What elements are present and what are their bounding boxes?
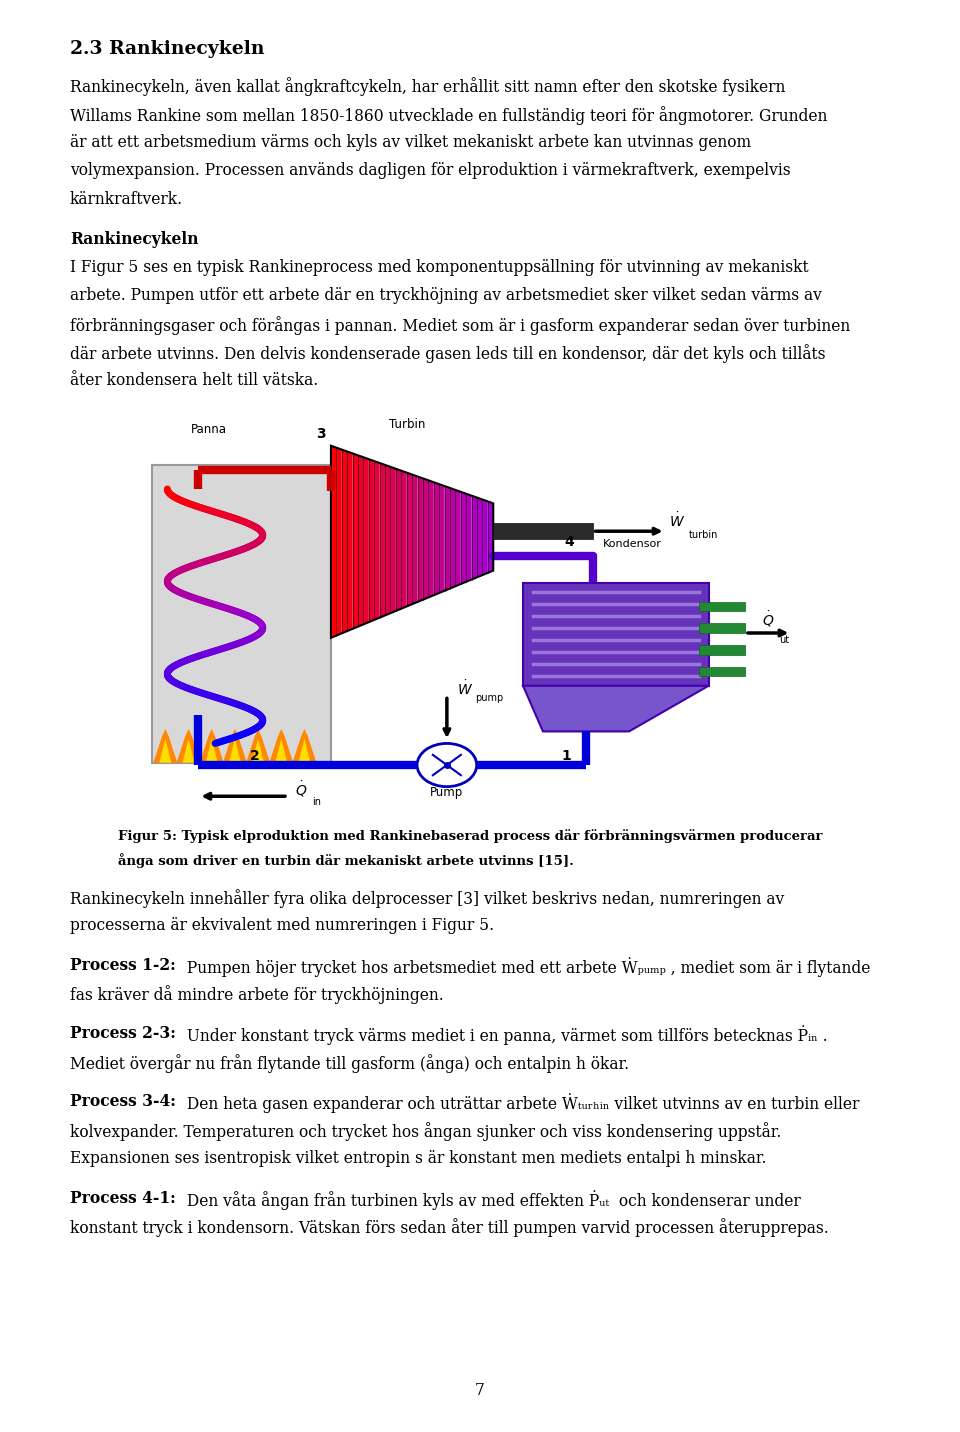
Polygon shape bbox=[379, 463, 385, 617]
Text: 3: 3 bbox=[316, 427, 325, 441]
Polygon shape bbox=[418, 477, 423, 601]
Polygon shape bbox=[223, 729, 247, 763]
Bar bbox=[699, 644, 745, 654]
Text: Figur 5: Typisk elproduktion med Rankinebaserad process där förbränningsvärmen p: Figur 5: Typisk elproduktion med Rankine… bbox=[118, 829, 823, 843]
Text: processerna är ekvivalent med numreringen i Figur 5.: processerna är ekvivalent med numreringe… bbox=[70, 918, 494, 934]
Polygon shape bbox=[369, 460, 374, 621]
Text: Turbin: Turbin bbox=[389, 418, 425, 431]
Polygon shape bbox=[159, 739, 171, 763]
Text: volymexpansion. Processen används dagligen för elproduktion i värmekraftverk, ex: volymexpansion. Processen används daglig… bbox=[70, 162, 791, 179]
Polygon shape bbox=[200, 729, 224, 763]
Polygon shape bbox=[154, 729, 178, 763]
Text: 1: 1 bbox=[562, 749, 571, 763]
Text: 2.3 Rankinecykeln: 2.3 Rankinecykeln bbox=[70, 40, 265, 59]
Polygon shape bbox=[471, 495, 477, 580]
Text: Willams Rankine som mellan 1850-1860 utvecklade en fullständig teori för ångmoto: Willams Rankine som mellan 1850-1860 utv… bbox=[70, 106, 828, 125]
Bar bbox=[523, 583, 708, 686]
Text: åter kondensera helt till vätska.: åter kondensera helt till vätska. bbox=[70, 372, 319, 390]
Polygon shape bbox=[358, 455, 364, 627]
Text: 2: 2 bbox=[250, 749, 259, 763]
Text: $\dot{Q}$: $\dot{Q}$ bbox=[761, 610, 774, 630]
Polygon shape bbox=[385, 465, 391, 616]
Text: 4: 4 bbox=[564, 536, 574, 548]
Polygon shape bbox=[228, 739, 241, 763]
Polygon shape bbox=[396, 468, 401, 611]
Text: Process 3-4:: Process 3-4: bbox=[70, 1094, 176, 1110]
Polygon shape bbox=[246, 729, 270, 763]
Polygon shape bbox=[205, 739, 218, 763]
Text: turbin: turbin bbox=[688, 530, 718, 540]
Text: arbete. Pumpen utför ett arbete där en tryckhöjning av arbetsmediet sker vilket : arbete. Pumpen utför ett arbete där en t… bbox=[70, 288, 822, 304]
Text: Pumpen höjer trycket hos arbetsmediet med ett arbete Ẇₚᵤₘₚ , mediet som är i fly: Pumpen höjer trycket hos arbetsmediet me… bbox=[182, 957, 871, 977]
Polygon shape bbox=[407, 473, 412, 606]
Polygon shape bbox=[434, 483, 439, 596]
Polygon shape bbox=[423, 478, 428, 600]
Text: $\dot{Q}$: $\dot{Q}$ bbox=[295, 779, 307, 799]
Polygon shape bbox=[352, 454, 358, 629]
Text: Under konstant tryck värms mediet i en panna, värmet som tillförs betecknas Ṗᵢₙ : Under konstant tryck värms mediet i en p… bbox=[182, 1025, 828, 1045]
Polygon shape bbox=[336, 448, 342, 636]
Text: Mediet övergår nu från flytande till gasform (ånga) och entalpin h ökar.: Mediet övergår nu från flytande till gas… bbox=[70, 1054, 629, 1073]
Text: Rankinecykeln innehåller fyra olika delprocesser [3] vilket beskrivs nedan, numr: Rankinecykeln innehåller fyra olika delp… bbox=[70, 889, 784, 908]
Text: Den heta gasen expanderar och uträttar arbete Ẇₜᵤᵣₕᵢₙ vilket utvinns av en turbi: Den heta gasen expanderar och uträttar a… bbox=[182, 1094, 860, 1114]
Text: Pump: Pump bbox=[430, 786, 464, 799]
Polygon shape bbox=[428, 480, 434, 597]
Bar bbox=[152, 465, 331, 763]
Polygon shape bbox=[252, 739, 264, 763]
Polygon shape bbox=[299, 739, 310, 763]
Polygon shape bbox=[412, 474, 418, 604]
Polygon shape bbox=[488, 501, 493, 573]
Text: kolvexpander. Temperaturen och trycket hos ångan sjunker och viss kondensering u: kolvexpander. Temperaturen och trycket h… bbox=[70, 1121, 781, 1141]
Text: Panna: Panna bbox=[190, 422, 227, 437]
Bar bbox=[699, 601, 745, 611]
Text: där arbete utvinns. Den delvis kondenserade gasen leds till en kondensor, där de: där arbete utvinns. Den delvis kondenser… bbox=[70, 344, 826, 362]
Text: fas kräver då mindre arbete för tryckhöjningen.: fas kräver då mindre arbete för tryckhöj… bbox=[70, 985, 444, 1004]
Polygon shape bbox=[331, 445, 336, 637]
Text: förbränningsgaser och förångas i pannan. Mediet som är i gasform expanderar seda: förbränningsgaser och förångas i pannan.… bbox=[70, 315, 851, 335]
Polygon shape bbox=[401, 471, 407, 609]
Bar bbox=[699, 667, 745, 676]
Polygon shape bbox=[342, 450, 348, 633]
Polygon shape bbox=[450, 488, 455, 589]
Text: in: in bbox=[312, 798, 322, 808]
Text: $\dot{W}$: $\dot{W}$ bbox=[669, 511, 684, 530]
Polygon shape bbox=[439, 484, 444, 593]
Text: Kondensor: Kondensor bbox=[603, 538, 661, 548]
Text: kärnkraftverk.: kärnkraftverk. bbox=[70, 190, 183, 208]
Text: Expansionen ses isentropisk vilket entropin s är konstant men mediets entalpi h : Expansionen ses isentropisk vilket entro… bbox=[70, 1150, 767, 1167]
Polygon shape bbox=[391, 467, 396, 613]
Polygon shape bbox=[444, 485, 450, 591]
Polygon shape bbox=[483, 500, 488, 576]
Polygon shape bbox=[477, 497, 483, 577]
Text: konstant tryck i kondensorn. Vätskan förs sedan åter till pumpen varvid processe: konstant tryck i kondensorn. Vätskan för… bbox=[70, 1219, 828, 1237]
Polygon shape bbox=[276, 739, 287, 763]
Text: ånga som driver en turbin där mekaniskt arbete utvinns [15].: ånga som driver en turbin där mekaniskt … bbox=[118, 853, 574, 868]
Polygon shape bbox=[348, 451, 352, 632]
Text: pump: pump bbox=[474, 693, 503, 703]
Polygon shape bbox=[177, 729, 201, 763]
Text: $\dot{W}$: $\dot{W}$ bbox=[457, 679, 473, 697]
Bar bbox=[493, 523, 592, 540]
Text: Process 4-1:: Process 4-1: bbox=[70, 1190, 176, 1207]
Polygon shape bbox=[374, 461, 379, 620]
Polygon shape bbox=[461, 491, 467, 584]
Polygon shape bbox=[523, 686, 708, 732]
Text: Process 1-2:: Process 1-2: bbox=[70, 957, 176, 974]
Polygon shape bbox=[467, 494, 471, 581]
Text: I Figur 5 ses en typisk Rankineprocess med komponentuppsällning för utvinning av: I Figur 5 ses en typisk Rankineprocess m… bbox=[70, 259, 808, 276]
Text: Rankinecykeln: Rankinecykeln bbox=[70, 231, 199, 248]
Text: Rankinecykeln, även kallat ångkraftcykeln, har erhållit sitt namn efter den skot: Rankinecykeln, även kallat ångkraftcykel… bbox=[70, 77, 785, 96]
Text: Process 2-3:: Process 2-3: bbox=[70, 1025, 176, 1042]
Circle shape bbox=[417, 743, 477, 786]
Polygon shape bbox=[455, 490, 461, 586]
Polygon shape bbox=[270, 729, 293, 763]
Text: ut: ut bbox=[780, 636, 789, 646]
Polygon shape bbox=[364, 457, 369, 624]
Polygon shape bbox=[182, 739, 195, 763]
Polygon shape bbox=[293, 729, 317, 763]
Text: är att ett arbetsmedium värms och kyls av vilket mekaniskt arbete kan utvinnas g: är att ett arbetsmedium värms och kyls a… bbox=[70, 135, 752, 150]
Text: 7: 7 bbox=[475, 1382, 485, 1399]
Text: Den våta ångan från turbinen kyls av med effekten Ṗᵤₜ  och kondenserar under: Den våta ångan från turbinen kyls av med… bbox=[182, 1190, 802, 1210]
Bar bbox=[699, 623, 745, 633]
